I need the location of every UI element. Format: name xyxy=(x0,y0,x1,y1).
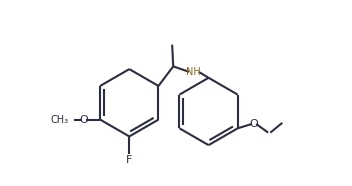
Text: F: F xyxy=(126,155,132,165)
Text: O: O xyxy=(250,119,258,129)
Text: CH₃: CH₃ xyxy=(51,115,69,125)
Text: O: O xyxy=(80,115,88,125)
Text: NH: NH xyxy=(187,67,201,77)
